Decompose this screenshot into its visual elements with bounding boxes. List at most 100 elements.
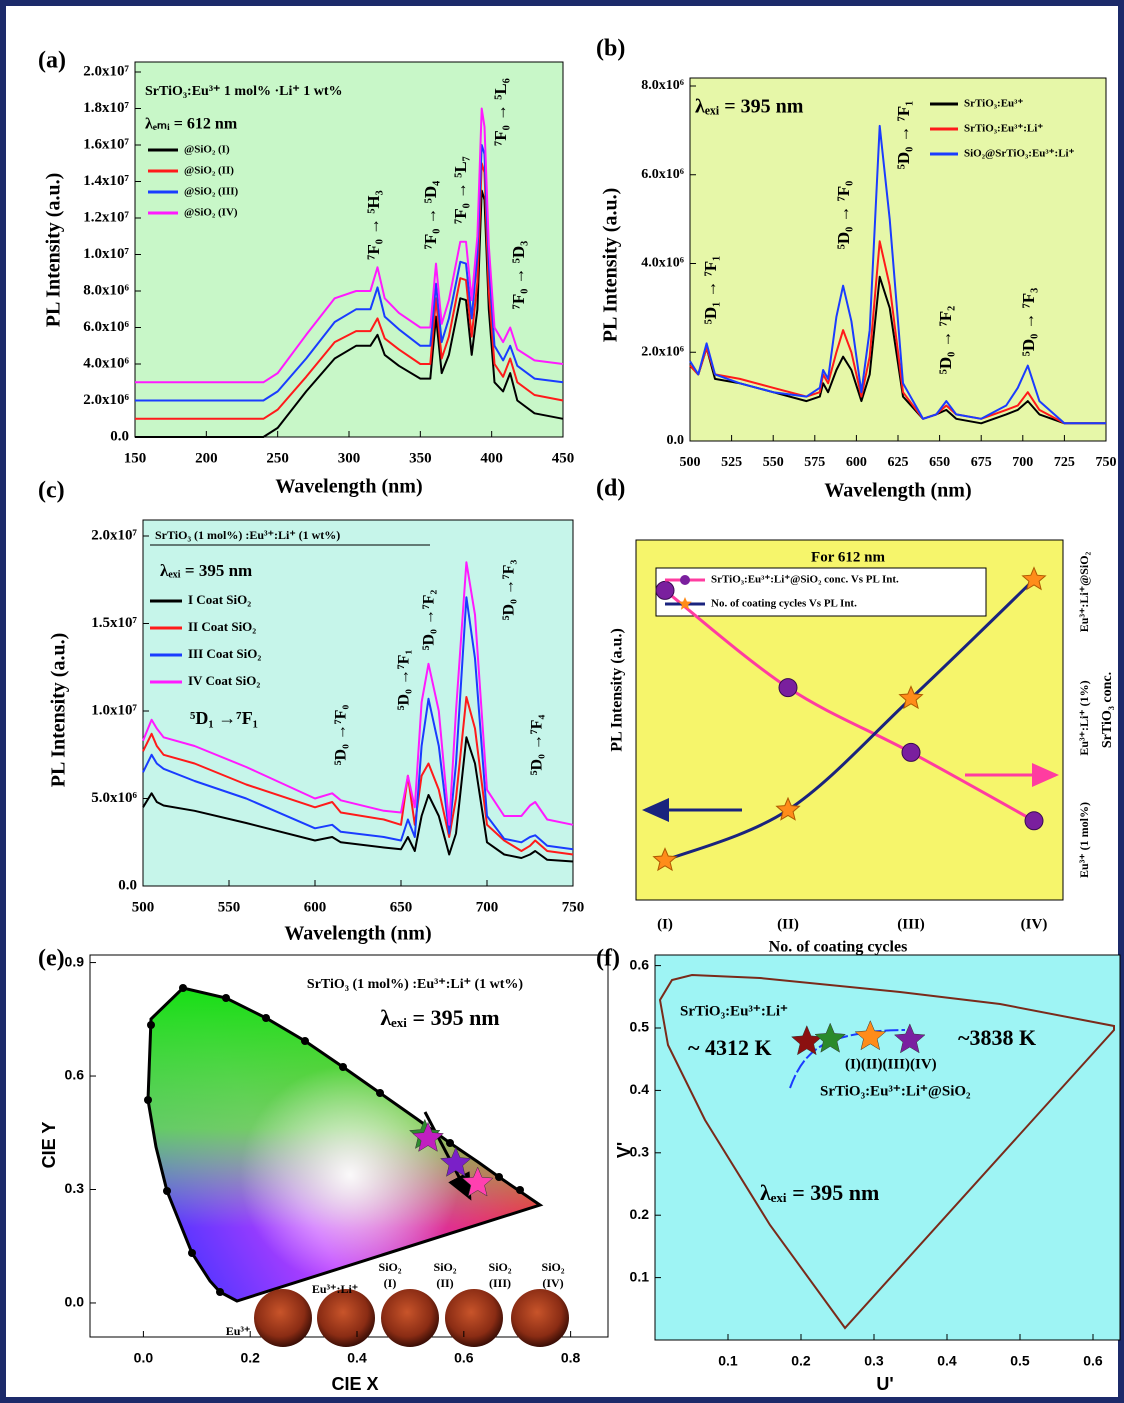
point	[898, 685, 924, 710]
annotation: ~3838 K	[958, 1025, 1036, 1050]
x-tick-label: (I)	[657, 916, 673, 932]
legend-label: @SiO₂ (IV)	[184, 207, 238, 219]
legend-label: SrTiO₃:Eu³⁺:Li⁺@SiO₂ conc. Vs PL Int.	[711, 574, 899, 586]
annotation: ⁷F₀ → ⁵D₃	[509, 241, 528, 310]
annotation: ⁵D₀ → ⁷F₃	[1019, 288, 1038, 357]
x-tick-label: (II)	[777, 916, 799, 932]
x-tick-label: (III)	[897, 916, 925, 932]
y-tick-label: 0.0	[667, 433, 685, 448]
y-tick-label: 0.6	[65, 1067, 85, 1083]
annotation: ⁷F₀ → ⁵L₇	[451, 156, 470, 224]
y-tick-label: 0.4	[630, 1081, 650, 1097]
sample-photos	[254, 1289, 569, 1347]
series-line	[135, 189, 564, 438]
sample-label: (II)	[436, 1276, 453, 1290]
x-axis-title: No. of coating cycles	[769, 939, 908, 956]
annotation: ⁷F₀ → ⁵H₃	[364, 190, 383, 260]
y-tick-label: 4.0x10⁶	[641, 256, 684, 271]
y2-label: Eu³⁺ (1 mol%)	[1077, 802, 1091, 878]
series-line	[135, 107, 564, 384]
annotation: SrTiO₃ (1 mol%) :Eu³⁺:Li⁺ (1 wt%)	[155, 528, 340, 542]
point	[854, 1020, 887, 1051]
point	[775, 796, 801, 821]
x-tick-label: 200	[195, 450, 218, 466]
x-tick-label: 0.2	[791, 1353, 811, 1369]
point	[652, 847, 678, 872]
annotation: SrTiO₃:Eu³⁺:Li⁺@SiO₂	[820, 1083, 971, 1099]
x-tick-label: 500	[132, 899, 155, 915]
x-tick-label: 575	[804, 455, 825, 470]
y-tick-label: 0.0	[110, 428, 129, 444]
x-tick-label: 0.3	[864, 1353, 884, 1369]
y-tick-label: 1.8x10⁷	[83, 100, 129, 116]
x-tick-label: 350	[409, 450, 432, 466]
y-axis-title: V'	[614, 1142, 634, 1158]
point	[1024, 811, 1044, 831]
legend-marker	[680, 575, 690, 585]
x-tick-label: 250	[266, 450, 289, 466]
series-line	[135, 144, 564, 402]
panel-label: (c)	[38, 478, 65, 504]
annotation: ~ 4312 K	[688, 1035, 772, 1060]
legend-label: SiO₂@SrTiO₃:Eu³⁺:Li⁺	[964, 148, 1075, 160]
x-tick-label: 725	[1054, 455, 1075, 470]
sample-label: SiO₂	[379, 1260, 402, 1274]
x-tick-label: 600	[846, 455, 867, 470]
x-tick-label: 0.0	[134, 1350, 154, 1366]
y-tick-label: 5.0x10⁶	[91, 790, 137, 806]
x-axis-title: Wavelength (nm)	[284, 923, 431, 945]
y-tick-label: 1.2x10⁷	[83, 209, 129, 225]
sample-label: SiO₂	[542, 1260, 565, 1274]
plot-area	[142, 519, 574, 887]
sample-label: SiO₂	[489, 1260, 512, 1274]
x-tick-label: 150	[124, 450, 147, 466]
legend-label: IV Coat SiO₂	[188, 673, 260, 688]
sample-label: Eu³⁺	[226, 1324, 251, 1338]
series-line	[689, 124, 1106, 425]
y2-axis-title: SrTiO₃ conc.	[1100, 672, 1115, 748]
y-axis-title: PL Intensity (a.u.)	[609, 628, 626, 752]
series-line	[689, 240, 1106, 425]
y-tick-label: 0.0	[118, 877, 137, 893]
legend-box	[655, 567, 987, 617]
x-axis-title: Wavelength (nm)	[275, 476, 422, 498]
x-tick-label: 625	[888, 455, 909, 470]
x-tick-label: 650	[390, 899, 413, 915]
legend-label: @SiO₂ (I)	[184, 144, 230, 156]
y-tick-label: 0.3	[630, 1144, 650, 1160]
point	[655, 580, 675, 600]
y-tick-label: 2.0x10⁶	[83, 392, 129, 408]
y-tick-label: 1.6x10⁷	[83, 136, 129, 152]
x-tick-label: 700	[1012, 455, 1033, 470]
locus-dots	[144, 984, 524, 1296]
series-line	[664, 589, 1035, 823]
arrow	[423, 1111, 472, 1201]
x-tick-label: (IV)	[1021, 916, 1048, 932]
legend-label: II Coat SiO₂	[188, 619, 256, 634]
y-axis-title: PL Intensity (a.u.)	[43, 173, 65, 327]
x-tick-label: 0.8	[561, 1350, 581, 1366]
legend-marker	[678, 597, 692, 610]
annotation: ⁵D₀ →⁷F₁	[396, 650, 413, 711]
y-tick-label: 1.0x10⁷	[91, 702, 137, 718]
x-tick-label: 0.4	[937, 1353, 957, 1369]
annotation: ⁷F₀ → ⁵D₄	[421, 181, 440, 250]
annotation: SrTiO₃:Eu³⁺:Li⁺	[680, 1003, 788, 1019]
plot-area	[689, 77, 1107, 442]
y-tick-label: 8.0x10⁶	[83, 282, 129, 298]
series-line	[142, 561, 574, 826]
annotation: ⁵D₀ →⁷F₀	[333, 705, 350, 766]
y-tick-label: 1.4x10⁷	[83, 173, 129, 189]
panel-label: (a)	[38, 48, 66, 74]
legend-label: III Coat SiO₂	[188, 646, 261, 661]
x-axis-title: CIE X	[331, 1374, 378, 1394]
x-tick-label: 750	[1096, 455, 1117, 470]
panel-label: (b)	[596, 36, 625, 62]
x-tick-label: 0.6	[1083, 1353, 1103, 1369]
point	[412, 1121, 444, 1152]
y-tick-label: 2.0x10⁷	[91, 527, 137, 543]
x-tick-label: 525	[721, 455, 742, 470]
sample-label: Eu³⁺:Li⁺	[312, 1282, 358, 1296]
y-tick-label: 0.9	[65, 953, 85, 969]
